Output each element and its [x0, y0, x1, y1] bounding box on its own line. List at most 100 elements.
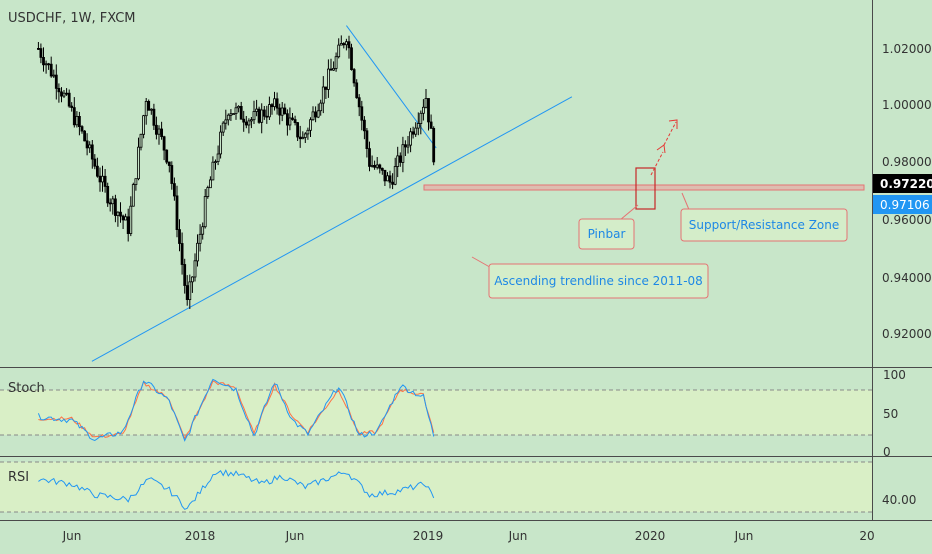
candle-body [216, 153, 220, 162]
time-tick: Jun [62, 529, 82, 543]
price-axis[interactable]: 1.02000 1.00000 0.98000 0.96000 0.94000 … [882, 42, 932, 341]
candle-body [373, 164, 377, 168]
candle-body [229, 113, 233, 116]
candle-body [303, 133, 307, 138]
candle-body [101, 175, 104, 183]
candle-body [185, 285, 189, 301]
chart-title: USDCHF, 1W, FXCM [8, 11, 136, 26]
pinbar-label: Pinbar [588, 227, 626, 241]
stoch-label: Stoch [8, 381, 45, 396]
candlestick-series [37, 35, 436, 309]
pinbar-highlight-box[interactable] [635, 167, 656, 210]
candle-body [49, 63, 53, 77]
candle-body [65, 92, 68, 95]
candle-body [160, 128, 164, 137]
candle-body [334, 56, 338, 69]
candle-body [134, 178, 138, 185]
pinbar-connector [619, 204, 639, 221]
candle-body [427, 98, 430, 123]
time-tick: 2018 [185, 529, 216, 543]
candle-body [188, 281, 192, 300]
candle-body [124, 216, 127, 221]
candle-body [42, 57, 45, 66]
candle-body [386, 175, 389, 182]
candle-body [70, 105, 74, 108]
candle-body [237, 106, 241, 109]
stoch-overbought-oversold-band [0, 390, 872, 435]
candle-body [273, 98, 276, 108]
candle-body [265, 115, 269, 118]
candle-body [162, 136, 166, 151]
candle-body [249, 119, 253, 122]
candle-body [260, 109, 264, 123]
candle-body [370, 164, 374, 167]
candle-body [309, 119, 312, 131]
candle-body [37, 48, 40, 50]
candle-body [267, 104, 271, 118]
candle-body [393, 166, 397, 185]
candle-body [278, 107, 282, 116]
candle-body [139, 133, 143, 148]
price-tick: 1.02000 [882, 42, 932, 56]
time-axis[interactable]: Jun 2018 Jun 2019 Jun 2020 Jun 20 [62, 529, 875, 543]
candle-body [119, 211, 122, 217]
candle-body [368, 148, 371, 167]
candle-body [147, 101, 151, 111]
candle-body [419, 112, 423, 125]
candle-body [324, 86, 328, 90]
candle-body [398, 155, 402, 163]
rsi-band [0, 462, 872, 512]
candle-body [198, 233, 202, 244]
candle-body [347, 41, 351, 49]
candle-body [424, 98, 428, 108]
candle-body [380, 167, 384, 171]
candle-body [355, 82, 359, 99]
candle-body [314, 111, 318, 118]
trendline-callout[interactable] [488, 263, 709, 299]
candle-body [221, 122, 225, 133]
candle-body [180, 243, 184, 265]
candle-body [378, 164, 382, 169]
pinbar-callout[interactable] [578, 218, 635, 250]
candle-body [157, 128, 161, 135]
price-tick: 0.98000 [882, 155, 932, 169]
candle-body [360, 106, 364, 121]
candle-body [244, 121, 248, 126]
candle-body [144, 101, 148, 117]
candle-body [242, 118, 246, 123]
candle-body [252, 111, 256, 121]
candle-body [175, 195, 179, 230]
candle-body [375, 164, 379, 168]
candle-body [196, 242, 199, 262]
candle-body [137, 146, 140, 180]
candle-body [429, 121, 433, 129]
ascending-trendline[interactable] [91, 96, 573, 362]
candle-body [409, 131, 413, 146]
candle-body [291, 117, 294, 120]
candle-body [306, 129, 310, 135]
candle-body [270, 104, 274, 108]
zone-callout[interactable] [680, 208, 848, 242]
trendline-label: Ascending trendline since 2011-08 [494, 274, 703, 288]
candle-body [170, 165, 174, 184]
candle-body [167, 161, 171, 166]
candle-body [108, 202, 112, 205]
support-resistance-zone[interactable] [423, 184, 865, 191]
candle-body [403, 144, 407, 148]
svg-text:100: 100 [883, 368, 906, 382]
candle-body [396, 155, 400, 167]
candle-body [329, 68, 333, 71]
candle-body [201, 226, 205, 235]
candle-body [214, 161, 217, 164]
candle-body [285, 113, 289, 126]
candle-body [121, 215, 125, 221]
candle-body [226, 114, 230, 121]
last-price-tag: 0.97220 [873, 174, 932, 193]
candle-body [211, 161, 215, 181]
stoch-axis[interactable]: 100 50 0 [883, 368, 906, 459]
candle-body [116, 211, 120, 216]
rsi-tick: 40.00 [882, 493, 916, 507]
candle-body [203, 196, 207, 228]
